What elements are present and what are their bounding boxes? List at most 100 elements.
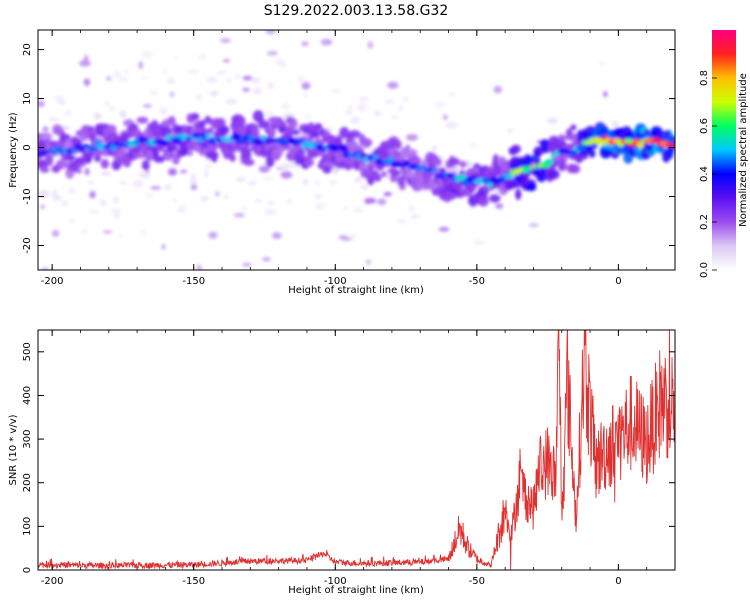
heatmap-noise-cell xyxy=(267,82,275,90)
heatmap-noise-cell xyxy=(313,194,323,199)
heatmap-noise-cell xyxy=(142,104,153,108)
heatmap-ridge-core xyxy=(160,140,169,147)
heatmap-ridge-core xyxy=(82,143,89,148)
heatmap-noise-cell xyxy=(204,167,209,174)
heatmap-noise-cell xyxy=(88,180,94,185)
heatmap-noise-cell xyxy=(279,162,292,171)
heatmap-ridge-halo xyxy=(100,159,110,169)
heatmap-noise-cell xyxy=(114,70,120,78)
heatmap-noise-cell xyxy=(384,99,395,104)
x-tick-label: -150 xyxy=(182,276,205,287)
x-tick-label: -50 xyxy=(469,276,485,287)
heatmap-noise-cell xyxy=(350,116,361,125)
heatmap-ridge-halo xyxy=(569,133,578,142)
heatmap-noise-cell xyxy=(235,177,246,182)
heatmap-ridge-halo xyxy=(153,155,165,163)
heatmap-noise-cell xyxy=(528,223,539,228)
x-tick-label: -100 xyxy=(324,576,347,587)
heatmap-noise-cell xyxy=(315,202,326,210)
y-tick-label: 300 xyxy=(22,430,33,449)
heatmap-noise-cell xyxy=(204,173,209,177)
heatmap-noise-cell xyxy=(79,59,91,67)
heatmap-noise-cell xyxy=(110,208,122,214)
heatmap-ridge-core xyxy=(402,159,411,167)
heatmap-noise-cell xyxy=(438,226,450,232)
heatmap-ridge-core xyxy=(372,154,378,161)
heatmap-noise-cell xyxy=(137,171,150,178)
colorbar-gradient xyxy=(712,30,736,270)
heatmap-noise-cell xyxy=(190,172,197,180)
heatmap-ridge-halo xyxy=(540,139,550,150)
heatmap-ridge-core xyxy=(79,146,85,153)
heatmap-ridge-halo xyxy=(589,148,596,158)
heatmap-noise-cell xyxy=(350,233,357,241)
heatmap-noise-cell xyxy=(132,179,143,188)
y-tick-label: 0 xyxy=(22,144,33,150)
heatmap-ridge-core xyxy=(171,137,182,144)
heatmap-noise-cell xyxy=(220,38,232,43)
heatmap-ridge-halo xyxy=(472,163,481,170)
spectrogram-frame xyxy=(37,29,676,271)
heatmap-noise-cell xyxy=(188,69,199,75)
heatmap-noise-cell xyxy=(242,75,253,81)
heatmap-noise-cell xyxy=(234,74,242,79)
heatmap-noise-cell xyxy=(198,53,207,60)
heatmap-noise-cell xyxy=(180,169,188,174)
heatmap-noise-cell xyxy=(267,200,275,206)
heatmap-noise-cell xyxy=(301,81,311,90)
heatmap-noise-cell xyxy=(408,204,415,212)
heatmap-noise-cell xyxy=(222,59,231,63)
heatmap-ridge-halo xyxy=(206,127,214,135)
colorbar-label: Normalized spectral amplitude xyxy=(738,73,749,227)
heatmap-ridge-halo xyxy=(265,156,275,168)
spectrogram-xlabel: Height of straight line (km) xyxy=(288,285,424,296)
heatmap-ridge-halo xyxy=(133,149,141,160)
heatmap-ridge-halo xyxy=(371,174,381,182)
heatmap-ridge-core xyxy=(71,148,77,155)
heatmap-noise-cell xyxy=(208,231,218,239)
heatmap-noise-cell xyxy=(42,126,49,132)
heatmap-noise-cell xyxy=(196,94,202,100)
heatmap-ridge-core xyxy=(505,174,514,179)
heatmap-ridge-core xyxy=(359,153,367,158)
heatmap-noise-cell xyxy=(304,113,312,120)
heatmap-noise-cell xyxy=(358,96,369,103)
heatmap-noise-cell xyxy=(602,91,608,98)
heatmap-ridge-halo xyxy=(459,160,467,169)
heatmap-ridge-halo xyxy=(44,155,54,167)
heatmap-noise-cell xyxy=(342,206,349,211)
heatmap-noise-cell xyxy=(356,103,367,112)
colorbar-tick-label: 0.6 xyxy=(699,118,710,134)
heatmap-noise-cell xyxy=(320,38,333,46)
heatmap-ridge-halo xyxy=(311,130,321,138)
snr-xlabel: Height of straight line (km) xyxy=(288,585,424,596)
heatmap-ridge-halo xyxy=(575,156,583,164)
heatmap-noise-cell xyxy=(390,115,400,119)
spectrogram-ylabel: Frequency (Hz) xyxy=(8,112,19,188)
heatmap-ridge-halo xyxy=(141,160,150,171)
heatmap-noise-cell xyxy=(176,207,187,213)
heatmap-noise-cell xyxy=(215,70,228,75)
heatmap-ridge-halo xyxy=(362,137,371,149)
heatmap-ridge-halo xyxy=(303,158,315,167)
heatmap-ridge-halo xyxy=(353,144,363,152)
heatmap-noise-cell xyxy=(341,236,352,241)
heatmap-noise-cell xyxy=(240,206,248,211)
heatmap-noise-cell xyxy=(83,78,91,87)
heatmap-ridge-halo xyxy=(570,124,577,131)
heatmap-noise-cell xyxy=(474,240,485,245)
heatmap-ridge-halo xyxy=(291,129,300,136)
heatmap-ridge-halo xyxy=(433,157,443,167)
heatmap-noise-cell xyxy=(206,76,218,83)
heatmap-noise-cell xyxy=(233,213,245,218)
heatmap-ridge-halo xyxy=(526,182,537,192)
heatmap-noise-cell xyxy=(102,229,113,234)
heatmap-noise-cell xyxy=(409,214,421,220)
y-tick-label: -20 xyxy=(22,237,33,253)
heatmap-ridge-core xyxy=(544,159,554,165)
heatmap-ridge-halo xyxy=(206,150,219,160)
heatmap-noise-cell xyxy=(52,195,62,201)
heatmap-ridge-halo xyxy=(192,113,200,120)
y-tick-label: 20 xyxy=(22,43,33,56)
heatmap-noise-cell xyxy=(113,195,119,204)
